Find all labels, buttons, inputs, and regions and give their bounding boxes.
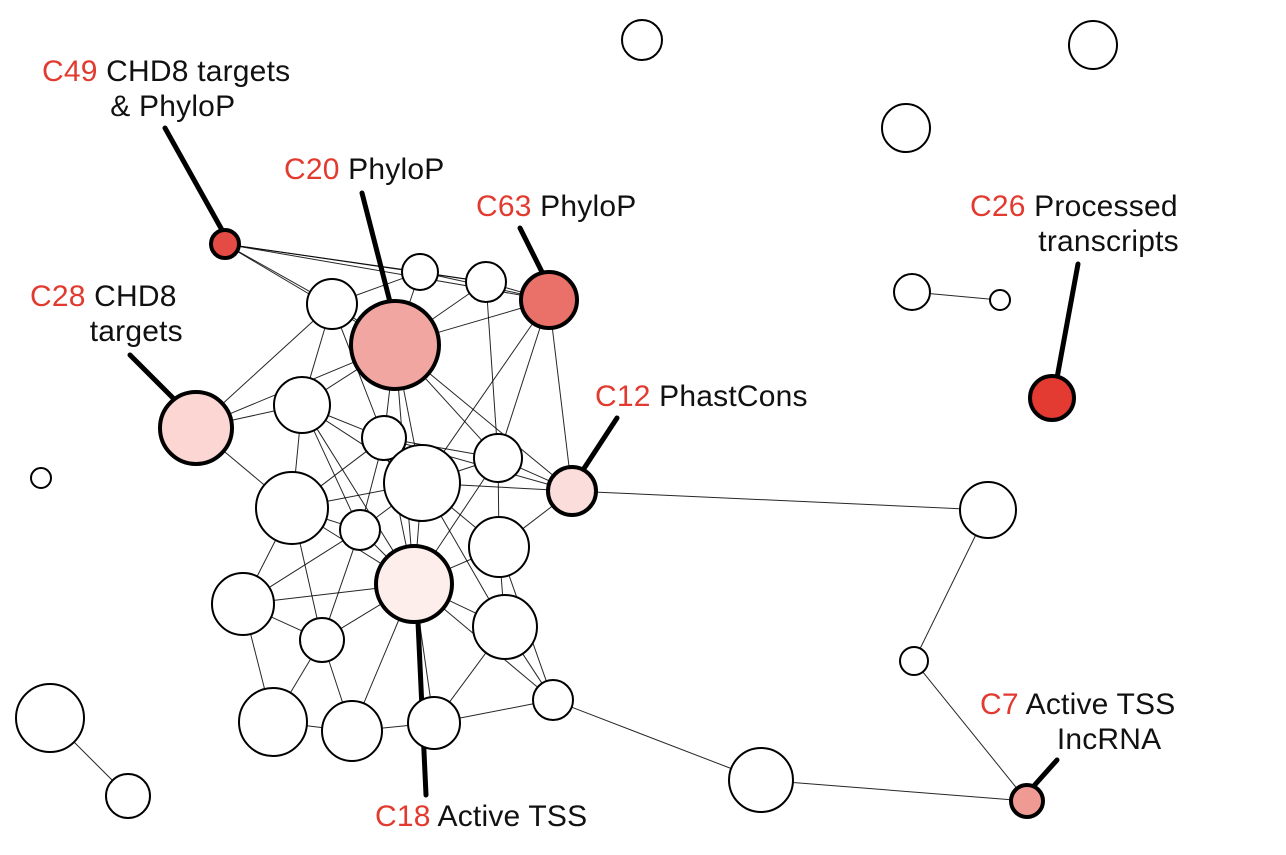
edge <box>437 308 522 333</box>
edge <box>409 289 414 303</box>
node <box>469 517 529 577</box>
edge <box>231 411 274 421</box>
edge <box>224 451 265 485</box>
edge <box>923 672 1017 789</box>
node-C28 <box>160 392 232 464</box>
edge <box>374 544 387 557</box>
edge <box>596 492 960 509</box>
node <box>256 472 328 544</box>
edge <box>450 653 487 702</box>
edge <box>251 634 265 689</box>
edge <box>501 577 502 595</box>
edge <box>290 659 310 693</box>
node-C18 <box>376 546 452 622</box>
edge <box>382 726 408 729</box>
edge <box>460 485 548 490</box>
edge <box>505 327 540 436</box>
node <box>473 595 537 659</box>
label-leader <box>583 418 617 470</box>
node <box>729 748 793 812</box>
edge <box>328 416 364 430</box>
label-leader <box>520 228 544 276</box>
node <box>300 618 344 662</box>
node <box>239 688 307 756</box>
edge <box>257 540 276 576</box>
node <box>990 290 1010 310</box>
edge <box>296 433 300 472</box>
node <box>466 262 506 302</box>
label-leader <box>1057 264 1078 378</box>
edge <box>387 389 390 417</box>
node <box>960 482 1016 538</box>
edge <box>321 451 367 486</box>
nodes-group <box>16 20 1117 818</box>
edge <box>300 543 317 618</box>
node <box>882 104 930 152</box>
node-C63 <box>521 272 577 328</box>
node <box>31 468 51 488</box>
node <box>622 20 662 60</box>
edge <box>271 617 302 631</box>
edge <box>74 742 112 780</box>
node <box>894 274 930 310</box>
edge <box>487 302 496 434</box>
label-leader <box>165 128 222 230</box>
node <box>274 377 330 433</box>
node-C20 <box>351 301 439 389</box>
edge <box>448 600 476 613</box>
edge <box>458 466 475 472</box>
edge <box>269 541 343 588</box>
node <box>1069 21 1117 69</box>
node-C7 <box>1011 785 1043 817</box>
network-diagram <box>0 0 1286 855</box>
node <box>474 434 522 482</box>
edge <box>460 704 534 718</box>
edge <box>930 294 990 300</box>
label-leader <box>362 193 390 302</box>
node-C26 <box>1030 376 1074 420</box>
node <box>408 697 460 749</box>
edge <box>310 328 325 378</box>
edge <box>356 278 404 295</box>
edge <box>444 323 533 452</box>
edge <box>920 535 976 648</box>
label-leader <box>130 355 175 400</box>
node <box>533 680 573 720</box>
edge <box>329 549 353 619</box>
edge <box>523 506 553 529</box>
edge <box>376 506 392 518</box>
node <box>16 684 84 752</box>
node <box>212 573 274 635</box>
node <box>106 774 150 818</box>
edge <box>572 707 731 768</box>
edge <box>431 293 469 320</box>
node <box>384 445 460 521</box>
edge <box>793 783 1011 800</box>
node <box>322 701 382 761</box>
edge <box>364 619 400 703</box>
edge <box>552 328 569 467</box>
edge <box>341 604 382 629</box>
node <box>307 279 357 329</box>
node-C12 <box>548 467 596 515</box>
node <box>402 254 438 290</box>
label-leader <box>1032 760 1057 788</box>
edge <box>307 726 322 728</box>
edge <box>326 519 341 524</box>
edge <box>523 654 542 684</box>
node <box>340 510 380 550</box>
edge <box>417 521 419 546</box>
edge <box>329 661 343 703</box>
edge <box>365 459 378 510</box>
node <box>900 647 928 675</box>
node-C49 <box>211 230 239 258</box>
edge <box>274 588 377 600</box>
